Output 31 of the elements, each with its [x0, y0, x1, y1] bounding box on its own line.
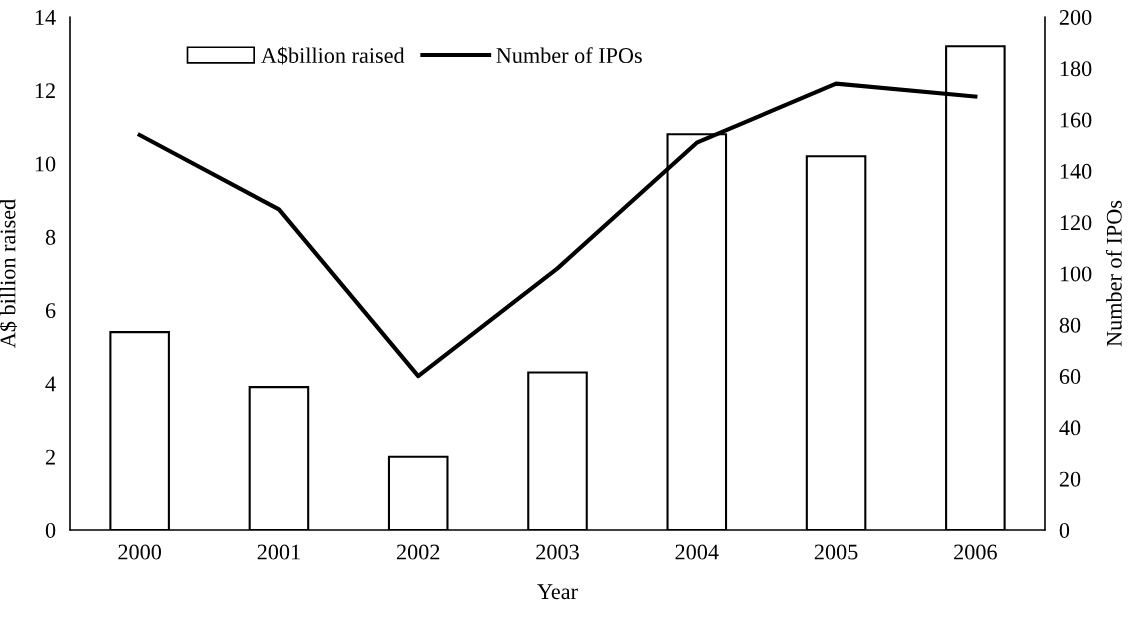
x-tick-label: 2002 — [396, 544, 440, 560]
y2-tick-label: 120 — [1060, 215, 1092, 231]
y-tick-label: 6 — [45, 303, 56, 319]
y2-tick-label: 40 — [1059, 420, 1081, 436]
y2-tick-label: 100 — [1060, 266, 1092, 282]
x-tick-label: 2000 — [118, 544, 162, 560]
legend-label: A$billion raised — [261, 46, 405, 65]
x-tick-label: 2005 — [814, 544, 858, 560]
y-tick-label: 0 — [45, 522, 56, 538]
y2-tick-label: 180 — [1060, 61, 1092, 77]
y-tick-label: 2 — [45, 449, 55, 465]
y2-tick-label: 200 — [1059, 9, 1092, 25]
y-tick-label: 8 — [45, 229, 56, 245]
x-tick-label: 2006 — [954, 544, 997, 560]
x-tick-label: 2003 — [536, 544, 579, 560]
x-tick-label: 2001 — [257, 544, 300, 560]
y-tick-label: 4 — [45, 376, 56, 392]
y-tick-label: 14 — [35, 10, 56, 25]
y2-tick-label: 20 — [1059, 471, 1081, 487]
y2-tick-label: 0 — [1059, 522, 1070, 538]
y-tick-label: 10 — [35, 156, 56, 172]
legend-label: Number of IPOs — [496, 47, 642, 64]
y2-axis-title: Number of IPOs — [1105, 200, 1122, 347]
y-axis-title: A$ billion raised — [0, 199, 17, 348]
x-tick-label: 2004 — [675, 544, 719, 560]
x-axis-title: Year — [537, 584, 578, 600]
y2-tick-label: 80 — [1059, 317, 1081, 333]
y2-tick-label: 160 — [1060, 112, 1092, 128]
y-tick-label: 12 — [35, 83, 55, 98]
y2-tick-label: 60 — [1059, 369, 1081, 385]
y2-tick-label: 140 — [1060, 163, 1092, 179]
